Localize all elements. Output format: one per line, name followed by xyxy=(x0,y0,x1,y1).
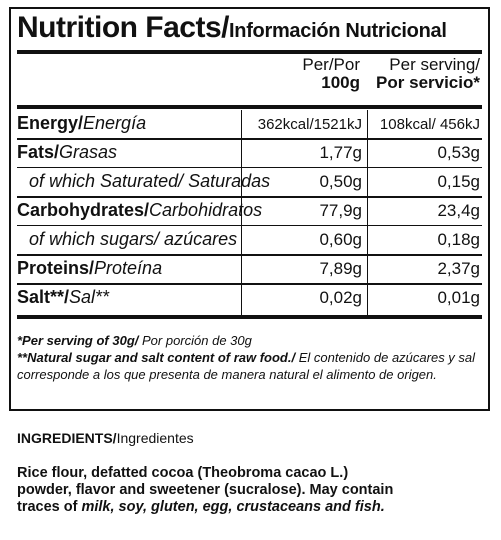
title-english: Nutrition Facts/ xyxy=(17,11,230,44)
row-salt: Salt**/Sal** 0,02g 0,01g xyxy=(17,287,480,307)
row-energy: Energy/Energía 362kcal/1521kJ 108kcal/ 4… xyxy=(17,113,480,133)
column-header-per-100g: Per/Por 100g xyxy=(302,55,360,92)
row-saturated: of which Saturated/ Saturadas 0,50g 0,15… xyxy=(29,171,480,191)
footnote-natural: **Natural sugar and salt content of raw … xyxy=(17,350,476,382)
table-bottom-rule xyxy=(17,315,482,319)
nutrition-facts-panel: Nutrition Facts/Información Nutricional … xyxy=(9,7,490,411)
title-spanish: Información Nutricional xyxy=(229,20,447,42)
ingredients-heading: INGREDIENTS/Ingredientes xyxy=(17,430,194,446)
allergens: milk, soy, gluten, egg, crustaceans and … xyxy=(81,499,385,515)
footnotes: *Per serving of 30g/ Por porción de 30g … xyxy=(17,332,482,383)
footnote-serving: *Per serving of 30g/ Por porción de 30g xyxy=(17,333,252,348)
row-proteins: Proteins/Proteína 7,89g 2,37g xyxy=(17,258,480,278)
title-rule xyxy=(17,50,482,54)
row-carbohydrates: Carbohydrates/Carbohidratos 77,9g 23,4g xyxy=(17,200,480,220)
row-fats: Fats/Grasas 1,77g 0,53g xyxy=(17,142,480,162)
row-sugars: of which sugars/ azúcares 0,60g 0,18g xyxy=(29,229,480,249)
panel-title: Nutrition Facts/Información Nutricional xyxy=(17,11,447,45)
ingredients-text: Rice flour, defatted cocoa (Theobroma ca… xyxy=(17,465,394,515)
header-rule xyxy=(17,105,482,109)
column-header-per-serving: Per serving/ Por servicio* xyxy=(376,55,480,92)
